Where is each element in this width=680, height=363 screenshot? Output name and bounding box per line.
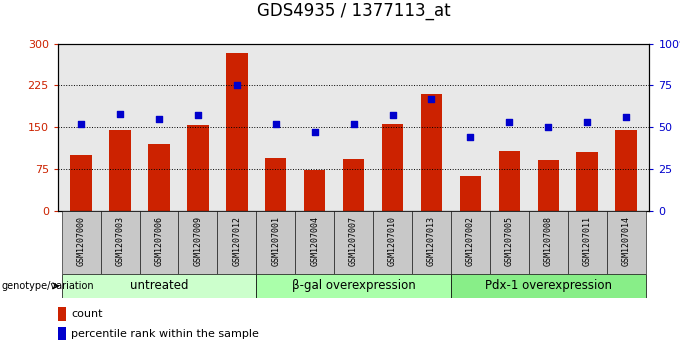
Bar: [537, 160, 559, 211]
Bar: [109, 130, 131, 211]
Text: GSM1207005: GSM1207005: [505, 216, 514, 266]
Text: GSM1207013: GSM1207013: [427, 216, 436, 266]
Bar: [381, 124, 403, 211]
Bar: [498, 151, 520, 211]
Point: [387, 113, 398, 118]
Text: GSM1207004: GSM1207004: [310, 216, 319, 266]
Point: [426, 96, 437, 102]
Text: β-gal overexpression: β-gal overexpression: [292, 280, 415, 292]
Bar: [460, 176, 481, 211]
Text: GSM1207014: GSM1207014: [622, 216, 630, 266]
Bar: [187, 125, 209, 211]
Point: [231, 82, 242, 88]
Text: GSM1207012: GSM1207012: [233, 216, 241, 266]
FancyBboxPatch shape: [607, 211, 645, 274]
FancyBboxPatch shape: [62, 211, 101, 274]
Text: GSM1207009: GSM1207009: [193, 216, 203, 266]
Text: GSM1207010: GSM1207010: [388, 216, 397, 266]
FancyBboxPatch shape: [373, 211, 412, 274]
FancyBboxPatch shape: [451, 274, 645, 298]
Point: [309, 129, 320, 135]
Text: genotype/variation: genotype/variation: [1, 281, 94, 291]
Point: [581, 119, 592, 125]
FancyBboxPatch shape: [295, 211, 334, 274]
FancyBboxPatch shape: [101, 211, 139, 274]
Point: [543, 124, 554, 130]
Bar: [343, 159, 364, 211]
Text: untreated: untreated: [130, 280, 188, 292]
FancyBboxPatch shape: [139, 211, 178, 274]
Bar: [58, 307, 66, 321]
Text: GSM1207003: GSM1207003: [116, 216, 124, 266]
FancyBboxPatch shape: [218, 211, 256, 274]
Point: [621, 114, 632, 120]
FancyBboxPatch shape: [178, 211, 218, 274]
FancyBboxPatch shape: [62, 274, 256, 298]
Point: [75, 121, 86, 127]
Bar: [226, 53, 248, 211]
FancyBboxPatch shape: [256, 211, 295, 274]
Point: [115, 111, 126, 117]
Point: [348, 121, 359, 127]
FancyBboxPatch shape: [451, 211, 490, 274]
Text: GSM1207002: GSM1207002: [466, 216, 475, 266]
Text: GSM1207000: GSM1207000: [77, 216, 86, 266]
Text: Pdx-1 overexpression: Pdx-1 overexpression: [485, 280, 612, 292]
Text: GSM1207008: GSM1207008: [544, 216, 553, 266]
Point: [154, 116, 165, 122]
FancyBboxPatch shape: [412, 211, 451, 274]
Point: [192, 113, 203, 118]
FancyBboxPatch shape: [529, 211, 568, 274]
Text: count: count: [71, 309, 103, 319]
FancyBboxPatch shape: [490, 211, 529, 274]
Text: GSM1207011: GSM1207011: [583, 216, 592, 266]
Point: [271, 121, 282, 127]
Bar: [265, 158, 286, 211]
Bar: [71, 155, 92, 211]
FancyBboxPatch shape: [568, 211, 607, 274]
Text: percentile rank within the sample: percentile rank within the sample: [71, 329, 259, 339]
Text: GSM1207006: GSM1207006: [154, 216, 163, 266]
Bar: [58, 327, 66, 340]
Bar: [148, 144, 170, 211]
Text: GDS4935 / 1377113_at: GDS4935 / 1377113_at: [257, 2, 450, 20]
Text: GSM1207001: GSM1207001: [271, 216, 280, 266]
Bar: [304, 171, 326, 211]
Bar: [577, 152, 598, 211]
Point: [504, 119, 515, 125]
Text: GSM1207007: GSM1207007: [349, 216, 358, 266]
FancyBboxPatch shape: [334, 211, 373, 274]
Point: [465, 134, 476, 140]
FancyBboxPatch shape: [256, 274, 451, 298]
Bar: [615, 130, 636, 211]
Bar: [421, 94, 442, 211]
